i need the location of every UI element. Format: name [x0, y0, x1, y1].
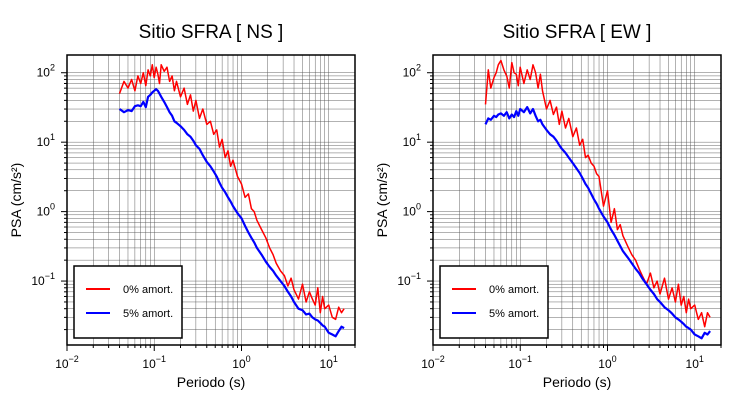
- y-tick-label-exponent: 1: [416, 132, 421, 142]
- x-tick-label: 100: [598, 354, 616, 371]
- series-line-amort-0: [484, 59, 711, 328]
- y-tick-label: 10−1: [31, 271, 55, 288]
- x-tick-label-base: 10: [421, 357, 435, 371]
- y-tick-label-exponent: 0: [416, 202, 421, 212]
- y-axis-label: PSA (cm/s²): [8, 163, 24, 238]
- x-tick-label: 100: [232, 354, 250, 371]
- y-tick-label: 102: [37, 63, 55, 80]
- x-tick-label-exponent: −2: [69, 354, 79, 364]
- x-tick-label-exponent: −2: [435, 354, 445, 364]
- x-tick-label-base: 10: [686, 357, 700, 371]
- plot-frame: [66, 54, 356, 346]
- x-tick-label-exponent: 1: [333, 354, 338, 364]
- x-tick-label: 101: [320, 354, 338, 371]
- y-tick-label: 100: [403, 202, 421, 219]
- x-tick-label: 101: [686, 354, 704, 371]
- y-tick-label-exponent: −1: [411, 271, 421, 281]
- x-axis-label: Periodo (s): [543, 374, 611, 390]
- legend-label: 5% amort.: [489, 308, 539, 320]
- series-line-amort-0: [118, 64, 345, 321]
- x-tick-label: 10−1: [508, 354, 532, 371]
- legend-label: 0% amort.: [489, 284, 539, 296]
- y-tick-label-exponent: −1: [45, 271, 55, 281]
- x-tick-label-base: 10: [508, 357, 522, 371]
- y-tick-label-base: 10: [403, 66, 417, 80]
- y-tick-label-base: 10: [403, 205, 417, 219]
- x-tick-label: 10−2: [421, 354, 445, 371]
- y-tick-label-exponent: 2: [50, 63, 55, 73]
- y-tick-label-exponent: 2: [416, 63, 421, 73]
- y-tick-label: 10−1: [397, 271, 421, 288]
- y-tick-label-exponent: 1: [50, 132, 55, 142]
- x-tick-label-exponent: 0: [612, 354, 617, 364]
- y-tick-label: 102: [403, 63, 421, 80]
- y-tick-label: 101: [403, 132, 421, 149]
- legend-box: [73, 265, 183, 339]
- x-tick-label-exponent: −1: [156, 354, 166, 364]
- legend: 0% amort. 5% amort.: [439, 265, 549, 339]
- series-line-amort-5: [484, 105, 711, 340]
- legend-box: [439, 265, 549, 339]
- chart-title: Sitio SFRA [ EW ]: [503, 22, 652, 43]
- y-tick-label-base: 10: [31, 274, 45, 288]
- plot-frame: [432, 54, 722, 346]
- y-tick-label-base: 10: [37, 135, 51, 149]
- chart-title: Sitio SFRA [ NS ]: [139, 22, 284, 43]
- x-tick-label-base: 10: [142, 357, 156, 371]
- y-tick-label-exponent: 0: [50, 202, 55, 212]
- legend-label: 5% amort.: [123, 308, 173, 320]
- series-line-amort-5: [118, 88, 345, 338]
- x-tick-label-exponent: 1: [699, 354, 704, 364]
- y-tick-label-base: 10: [37, 66, 51, 80]
- x-axis-label: Periodo (s): [177, 374, 245, 390]
- x-tick-label-base: 10: [55, 357, 69, 371]
- x-tick-label-exponent: 0: [246, 354, 251, 364]
- legend: 0% amort. 5% amort.: [73, 265, 183, 339]
- x-tick-label: 10−1: [142, 354, 166, 371]
- y-tick-label-base: 10: [403, 135, 417, 149]
- y-axis-label: PSA (cm/s²): [374, 163, 390, 238]
- x-tick-label-base: 10: [232, 357, 246, 371]
- x-tick-label-base: 10: [598, 357, 612, 371]
- x-tick-label-base: 10: [320, 357, 334, 371]
- y-tick-label-base: 10: [397, 274, 411, 288]
- y-tick-label-base: 10: [37, 205, 51, 219]
- x-tick-label-exponent: −1: [522, 354, 532, 364]
- y-tick-label: 101: [37, 132, 55, 149]
- x-tick-label: 10−2: [55, 354, 79, 371]
- y-tick-label: 100: [37, 202, 55, 219]
- legend-label: 0% amort.: [123, 284, 173, 296]
